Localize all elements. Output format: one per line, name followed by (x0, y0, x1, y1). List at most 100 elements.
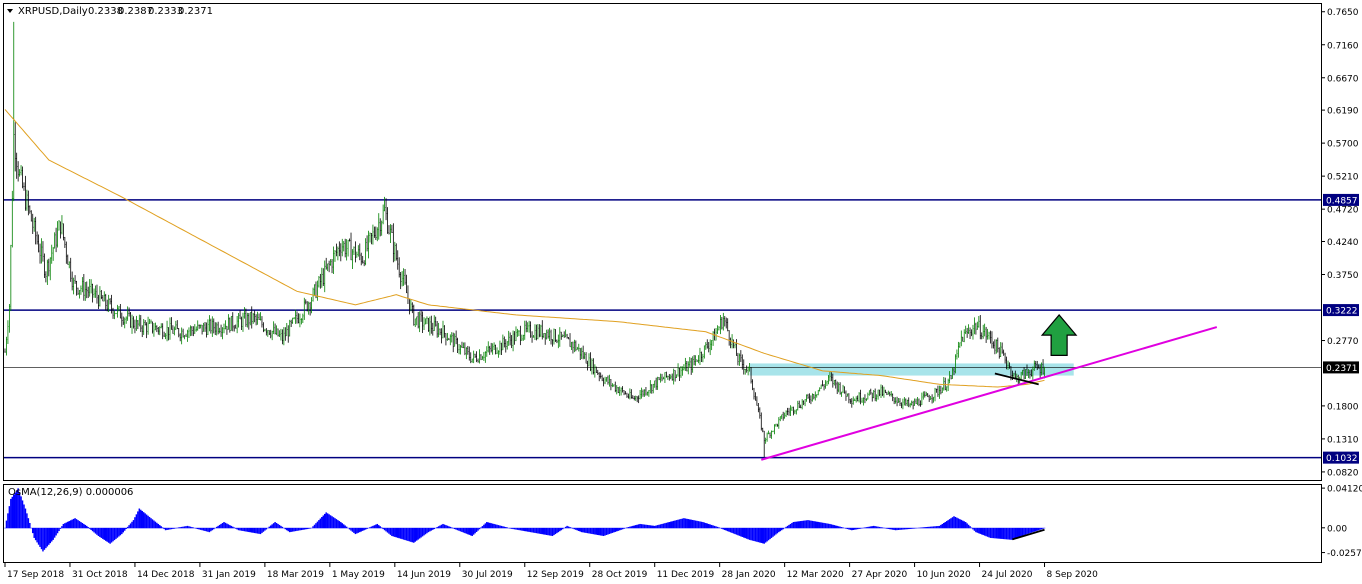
level-badge-label-2: 0.1032 (1326, 454, 1358, 464)
osma-bar-627 (919, 527, 922, 529)
osma-bar-419 (615, 527, 618, 532)
osma-bar-562 (824, 523, 827, 529)
osma-bar-363 (534, 527, 536, 533)
x-tick-label-11: 28 Jan 2020 (722, 570, 776, 580)
osma-bar-464 (681, 518, 684, 529)
osma-bar-506 (743, 527, 745, 538)
osma-bar-10 (18, 492, 21, 529)
osma-bar-168 (249, 527, 252, 533)
osma-bar-377 (554, 527, 557, 535)
osma-bar-690 (1011, 527, 1014, 540)
osma-bar-379 (557, 527, 560, 533)
osma-panel[interactable] (3, 484, 1322, 563)
y-tick-label-2: 0.6670 (1327, 74, 1359, 84)
osma-bar-35 (55, 527, 57, 536)
osma-bar-263 (388, 527, 390, 534)
x-tick-label-10: 11 Dec 2019 (657, 570, 715, 580)
osma-bar-156 (232, 526, 234, 529)
osma-bar-700 (1026, 527, 1028, 535)
price-panel[interactable] (3, 3, 1322, 481)
osma-bar-279 (411, 527, 414, 543)
osma-bar-626 (918, 527, 920, 529)
osma-bar-441 (648, 525, 650, 529)
level-badge-0 (1323, 193, 1359, 206)
osma-bar-708 (1037, 527, 1040, 531)
osma-bar-641 (940, 524, 942, 529)
osma-bar-488 (716, 526, 719, 529)
osma-bar-287 (423, 527, 425, 536)
osma-bar-22 (36, 527, 38, 543)
osma-bar-636 (932, 526, 935, 529)
osma-bar-240 (354, 527, 357, 535)
osma-bar-460 (675, 520, 678, 529)
osma-bar-75 (113, 527, 116, 541)
osma-bar-81 (122, 527, 125, 533)
osma-bar-607 (890, 527, 892, 530)
osma-bar-50 (77, 520, 79, 529)
osma-bar-108 (161, 527, 164, 529)
osma-bar-429 (630, 526, 633, 529)
osma-bar-128 (191, 527, 193, 529)
osma-bar-174 (258, 527, 260, 534)
osma-bar-349 (513, 527, 516, 530)
osma-bar-553 (811, 520, 814, 529)
osma-bar-47 (72, 518, 75, 529)
osma-bar-544 (798, 521, 800, 529)
osma-bar-539 (791, 522, 793, 529)
osma-bar-267 (394, 527, 396, 537)
osma-bar-564 (827, 523, 830, 529)
y-tick-label-1: 0.7160 (1327, 41, 1359, 51)
osma-bar-601 (881, 527, 884, 529)
osma-bar-687 (1007, 527, 1009, 540)
osma-bar-278 (410, 527, 412, 542)
osma-bar-406 (597, 527, 599, 535)
osma-bar-159 (236, 527, 238, 530)
osma-bar-181 (268, 526, 271, 529)
osma-bar-215 (318, 520, 320, 529)
osma-bar-424 (623, 527, 625, 529)
dropdown-triangle-icon[interactable] (7, 9, 13, 13)
osma-bar-496 (728, 527, 730, 532)
osma-bar-176 (261, 527, 263, 533)
osma-bar-655 (960, 519, 963, 529)
osma-bar-225 (332, 517, 335, 529)
osma-bar-74 (112, 527, 114, 542)
osma-bar-471 (691, 519, 694, 529)
osma-bar-280 (413, 527, 415, 543)
osma-bar-369 (542, 527, 545, 535)
osma-bar-223 (329, 515, 332, 529)
osma-bar-317 (467, 527, 469, 535)
osma-bar-175 (259, 527, 262, 535)
osma-bar-697 (1021, 527, 1024, 536)
osma-bar-83 (125, 527, 127, 530)
osma-bar-572 (839, 526, 841, 529)
osma-bar-255 (376, 523, 379, 529)
osma-bar-229 (338, 521, 341, 529)
osma-bar-537 (788, 524, 790, 529)
osma-bar-455 (668, 522, 671, 529)
x-tick-label-15: 24 Jul 2020 (982, 570, 1033, 580)
osma-bar-461 (677, 519, 679, 529)
osma-bar-54 (83, 523, 85, 529)
osma-bar-34 (53, 527, 56, 538)
osma-bar-95 (142, 512, 145, 529)
osma-bar-318 (468, 527, 471, 535)
osma-bar-510 (748, 527, 751, 540)
osma-bar-616 (903, 527, 906, 530)
osma-bar-421 (618, 527, 621, 531)
osma-bar-90 (135, 514, 138, 529)
osma-bar-604 (886, 527, 888, 529)
osma-bar-221 (326, 513, 329, 529)
osma-bar-316 (465, 527, 468, 534)
osma-bar-212 (313, 524, 316, 529)
osma-bar-172 (255, 527, 257, 534)
osma-bar-129 (192, 527, 195, 529)
osma-bar-311 (458, 527, 460, 531)
osma-bar-473 (694, 520, 697, 529)
osma-bar-596 (874, 526, 876, 529)
osma-bar-633 (928, 526, 930, 529)
osma-bar-505 (741, 527, 744, 537)
osma-bar-115 (172, 527, 174, 529)
osma-bar-244 (360, 527, 362, 532)
